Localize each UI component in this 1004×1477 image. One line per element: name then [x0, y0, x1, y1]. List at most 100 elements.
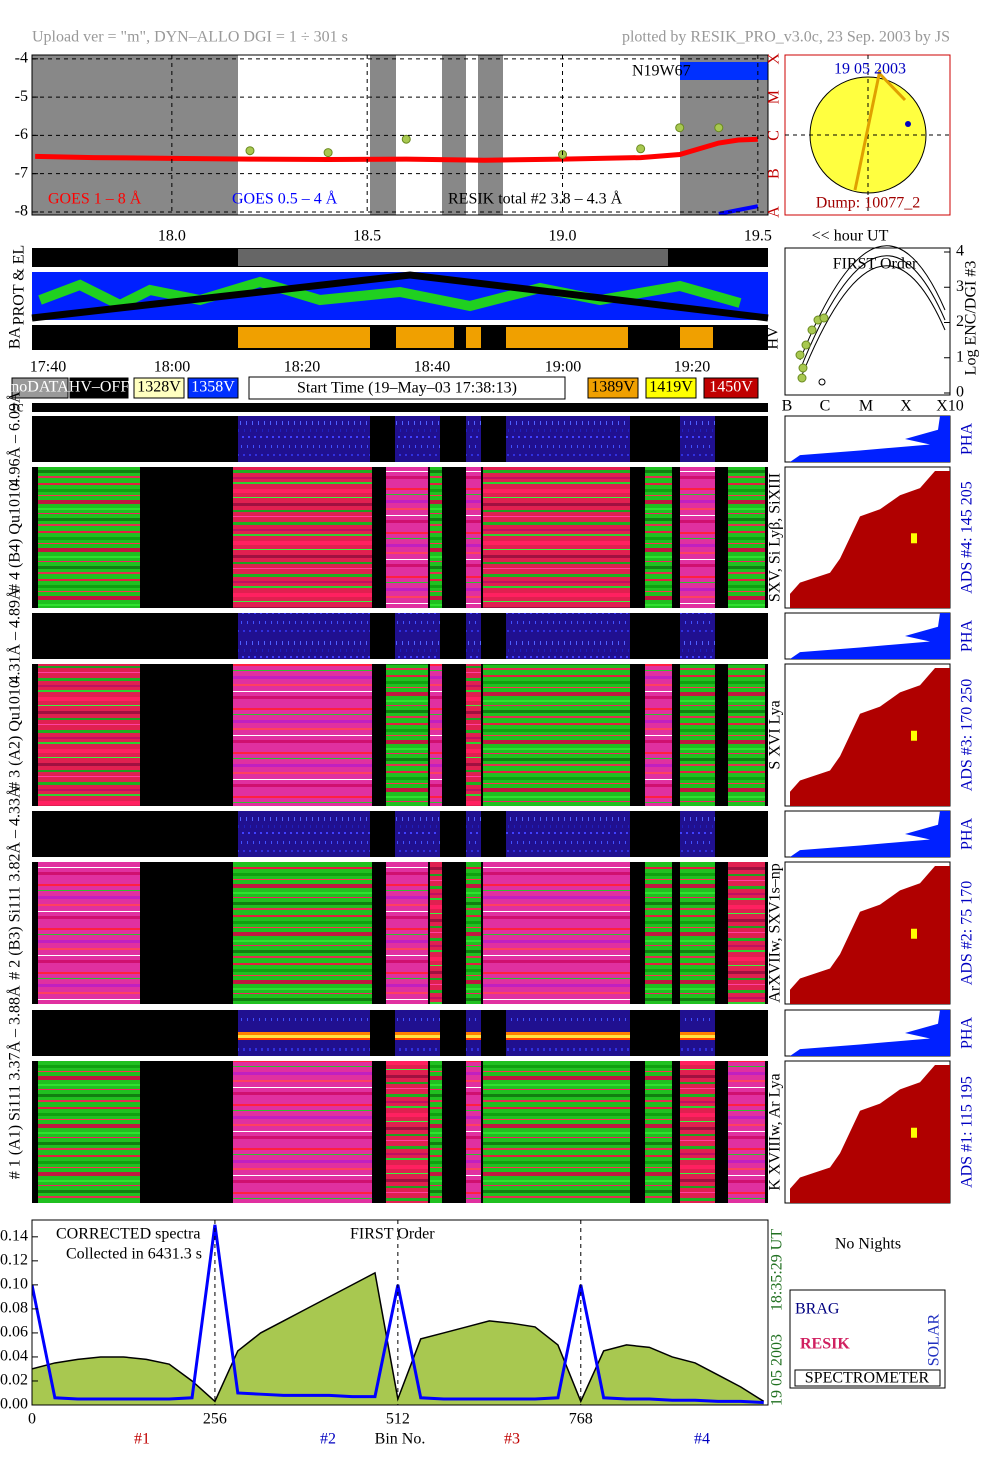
spectrogram-block [680, 467, 715, 608]
hv-legend-box [587, 377, 639, 399]
first-order-title: FIRST Order [833, 256, 918, 273]
spectrogram-block [233, 664, 372, 806]
line-label: S XVI Lya [767, 700, 784, 769]
time-tick-label: 19:20 [674, 359, 710, 376]
section-label: #3 [504, 1431, 520, 1448]
channel-label: # 1 (A1) Si111 [7, 1085, 24, 1179]
ads-label: ADS #1: 115 195 [959, 1076, 976, 1188]
spectrogram-block [728, 862, 765, 1004]
series-line [35, 136, 758, 163]
spectrogram-block [386, 664, 428, 806]
ads-profile [790, 1065, 950, 1203]
pha-block [466, 1010, 481, 1056]
position-bar [680, 62, 768, 80]
plotted-info: plotted by RESIK_PRO_v3.0c, 23 Sep. 2003… [622, 29, 950, 46]
legend-entry: RESIK total #2 3.8 – 4.3 Å [448, 190, 623, 208]
first-order-panel [784, 245, 951, 396]
ads-marker [911, 730, 917, 741]
y-tick-label: 2 [956, 313, 964, 330]
pha-block [506, 1010, 630, 1056]
data-point [636, 144, 646, 154]
sun-panel [784, 54, 951, 216]
data-point [675, 123, 685, 133]
spectrogram-block [680, 1061, 715, 1203]
pha-block [680, 416, 715, 462]
x-tick-label: 256 [203, 1411, 227, 1428]
spectrogram-block [680, 862, 715, 1004]
goes-annotation: N19W67 [632, 63, 691, 80]
line-label: SXV, Si Lyβ, SiXIII [767, 473, 784, 602]
flare-class: A [766, 206, 783, 218]
status-strips [31, 248, 769, 412]
ads-label: ADS #3: 170 250 [959, 679, 976, 791]
x-tick-label: 18.5 [353, 228, 381, 245]
y-tick-label: 0.06 [0, 1324, 28, 1341]
spectrogram-block [430, 664, 442, 806]
spectrum-note: Collected in 6431.3 s [66, 1246, 202, 1263]
channel-range-label: 4.31Å – 4.89Å [6, 588, 24, 684]
spectrogram-block [386, 467, 428, 608]
spectrogram-block [233, 1061, 372, 1203]
spectrum-time: 18:35:29 UT [769, 1229, 786, 1311]
pha-block [506, 613, 630, 659]
y-tick-label: -7 [15, 164, 28, 181]
pha-profile [790, 416, 950, 462]
spectrogram-block [233, 467, 372, 608]
pha-profile [790, 1010, 950, 1056]
spectrogram-block [483, 467, 630, 608]
pha-label: PHA [959, 423, 976, 455]
area [32, 1272, 764, 1405]
hv-legend-box [11, 377, 69, 399]
spectrogram-block [483, 862, 630, 1004]
pha-block [395, 1010, 440, 1056]
no-nights: No Nights [835, 1236, 901, 1253]
hv-legend-box [69, 377, 129, 399]
spectrogram-block [483, 1061, 630, 1203]
hv-legend-label: HV–OFF [69, 379, 130, 396]
pha-label: PHA [959, 1017, 976, 1049]
series-line [718, 204, 759, 215]
time-tick-label: 18:00 [154, 359, 190, 376]
spectrum-subtitle: CORRECTED spectra [56, 1226, 200, 1243]
channel-range-label: 3.37Å – 3.88Å [6, 985, 24, 1081]
first-order-ylabel: Log ENC/DGI #3 [963, 261, 980, 376]
legend-entry: GOES 1 – 8 Å [48, 190, 142, 208]
y-tick-label: 0.02 [0, 1372, 28, 1389]
channel-range-label: 3.82Å – 4.33Å [6, 786, 24, 882]
x-axis-label: << hour UT [812, 228, 889, 245]
pha-block [506, 811, 630, 857]
y-tick-label: -6 [15, 126, 28, 143]
ads-marker [911, 928, 917, 939]
channel-range-label: 4.96Å – 6.09Å [6, 391, 24, 487]
spectrogram-block [483, 664, 630, 806]
y-tick-label: 1 [956, 348, 964, 365]
spectrogram-block [645, 664, 672, 806]
pha-block [395, 416, 440, 462]
time-tick-label: 18:20 [284, 359, 320, 376]
spectrogram-block [430, 467, 442, 608]
x-tick-label: B [782, 398, 793, 415]
spectrogram-block [680, 664, 715, 806]
logo-resik: RESIK [800, 1336, 850, 1353]
flare-class: X [766, 53, 783, 65]
ads-label: ADS #2: 75 170 [959, 881, 976, 985]
pha-block [238, 811, 370, 857]
y-tick-label: 0.12 [0, 1252, 28, 1269]
y-tick-label: 0.04 [0, 1348, 28, 1365]
y-tick-label: -4 [15, 49, 28, 66]
spectrogram-block [38, 467, 140, 608]
ads-profile [790, 866, 950, 1004]
spectrogram-block [466, 862, 481, 1004]
time-tick-label: 19:00 [545, 359, 581, 376]
spectrogram-block [38, 1061, 140, 1203]
spectrum-date: 19 05 2003 [769, 1334, 786, 1406]
ads-label: ADS #4: 145 205 [959, 481, 976, 593]
pha-block [395, 811, 440, 857]
plot-area [35, 123, 759, 215]
spectrogram-block [645, 862, 672, 1004]
x-tick-label: X [900, 398, 912, 415]
spectrogram-block [466, 664, 481, 806]
pha-block [238, 1010, 370, 1056]
spectrogram-block [728, 664, 765, 806]
data-point [401, 134, 411, 144]
